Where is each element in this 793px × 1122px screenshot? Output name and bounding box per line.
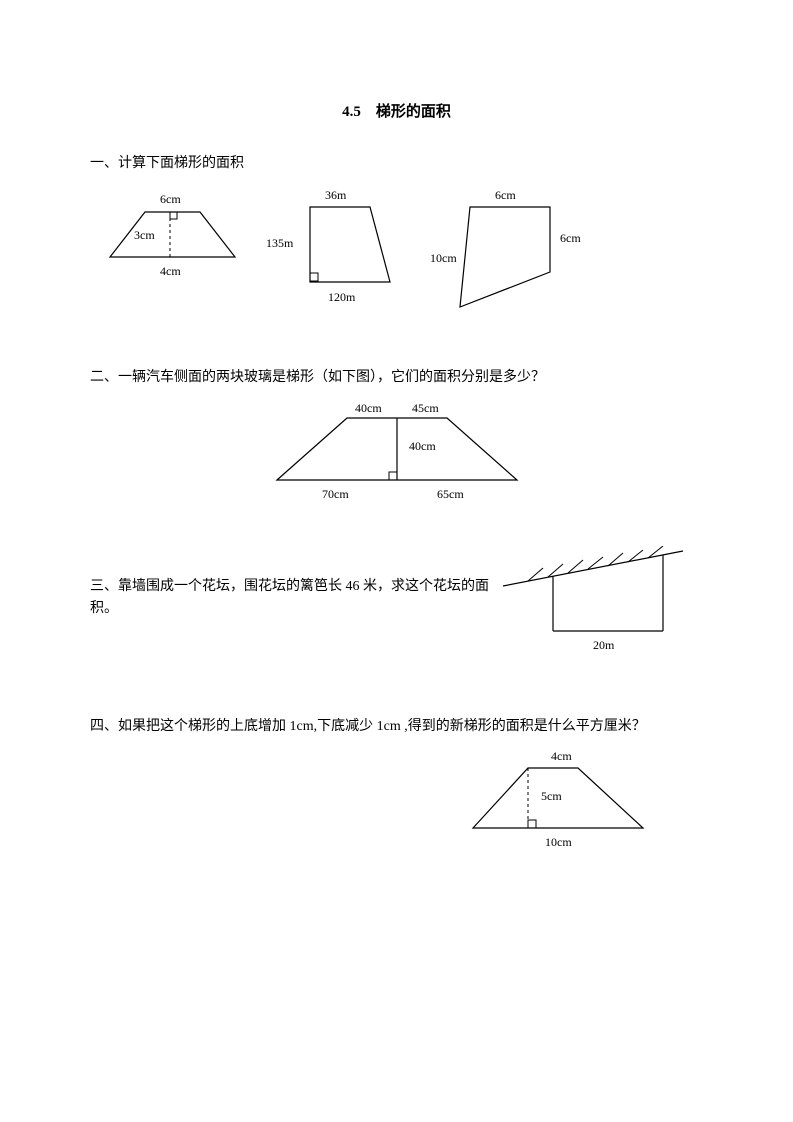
q1-shape1: 6cm 3cm 4cm [90,187,260,297]
svg-text:6cm: 6cm [560,231,581,245]
q4-heading: 四、如果把这个梯形的上底增加 1cm,下底减少 1cm ,得到的新梯形的面积是什… [90,716,703,738]
page-title: 4.5 梯形的面积 [90,100,703,121]
svg-text:45cm: 45cm [412,401,439,415]
question-4: 四、如果把这个梯形的上底增加 1cm,下底减少 1cm ,得到的新梯形的面积是什… [90,716,703,858]
svg-text:4cm: 4cm [551,749,572,763]
svg-text:5cm: 5cm [541,789,562,803]
svg-text:65cm: 65cm [437,487,464,501]
q1-shape2: 36m 135m 120m [260,187,420,317]
svg-text:10cm: 10cm [545,835,572,849]
svg-text:20m: 20m [593,638,615,652]
svg-text:6cm: 6cm [495,188,516,202]
q3-heading: 三、靠墙围成一个花坛，围花坛的篱笆长 46 米，求这个花坛的面积。 [90,576,503,621]
q1-shape3: 6cm 6cm 10cm [420,187,590,327]
q1-figures: 6cm 3cm 4cm 36m 135m 120m 6cm 6cm 10cm [90,187,703,327]
q2-shape: 40cm 45cm 40cm 70cm 65cm [247,400,547,510]
svg-text:120m: 120m [328,290,356,304]
svg-text:6cm: 6cm [160,192,181,206]
question-1: 一、计算下面梯形的面积 6cm 3cm 4cm 36m 135m 120m [90,153,703,327]
q1-heading: 一、计算下面梯形的面积 [90,153,703,175]
svg-text:135m: 135m [266,236,294,250]
svg-text:40cm: 40cm [409,439,436,453]
question-2: 二、一辆汽车侧面的两块玻璃是梯形（如下图），它们的面积分别是多少？ 40cm 4… [90,367,703,509]
q3-shape: 20m [473,546,723,666]
svg-text:40cm: 40cm [355,401,382,415]
q4-shape: 4cm 5cm 10cm [443,748,663,858]
svg-text:36m: 36m [325,188,347,202]
question-3: 20m 三、靠墙围成一个花坛，围花坛的篱笆长 46 米，求这个花坛的面积。 [90,546,703,666]
svg-text:3cm: 3cm [134,228,155,242]
svg-text:4cm: 4cm [160,264,181,278]
svg-text:10cm: 10cm [430,251,457,265]
svg-text:70cm: 70cm [322,487,349,501]
q2-heading: 二、一辆汽车侧面的两块玻璃是梯形（如下图），它们的面积分别是多少？ [90,367,703,389]
